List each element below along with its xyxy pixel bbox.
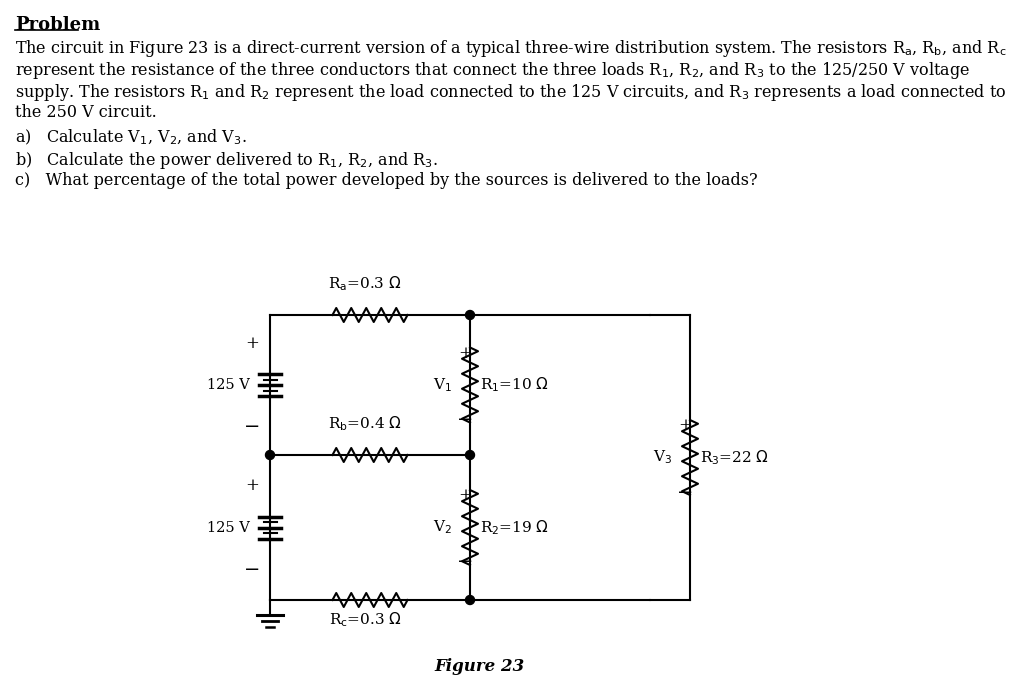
Text: +: +	[458, 344, 472, 362]
Text: R$_1$=10 $\Omega$: R$_1$=10 $\Omega$	[480, 375, 549, 394]
Text: V$_3$: V$_3$	[652, 448, 672, 466]
Text: +: +	[245, 335, 259, 351]
Circle shape	[466, 310, 474, 319]
Text: −: −	[244, 418, 260, 436]
Text: V$_2$: V$_2$	[433, 518, 452, 536]
Circle shape	[265, 450, 274, 459]
Circle shape	[466, 450, 474, 459]
Text: b)   Calculate the power delivered to R$_1$, R$_2$, and R$_3$.: b) Calculate the power delivered to R$_1…	[15, 150, 438, 171]
Text: R$_3$=22 $\Omega$: R$_3$=22 $\Omega$	[700, 448, 769, 467]
Text: R$_\mathrm{a}$=0.3 $\Omega$: R$_\mathrm{a}$=0.3 $\Omega$	[328, 274, 401, 293]
Text: a)   Calculate V$_1$, V$_2$, and V$_3$.: a) Calculate V$_1$, V$_2$, and V$_3$.	[15, 128, 247, 147]
Text: +: +	[678, 417, 692, 434]
Text: c)   What percentage of the total power developed by the sources is delivered to: c) What percentage of the total power de…	[15, 172, 758, 189]
Text: represent the resistance of the three conductors that connect the three loads R$: represent the resistance of the three co…	[15, 60, 970, 81]
Text: Figure 23: Figure 23	[435, 658, 525, 675]
Text: R$_2$=19 $\Omega$: R$_2$=19 $\Omega$	[480, 518, 549, 537]
Text: 125 V: 125 V	[207, 520, 250, 534]
Text: R$_\mathrm{b}$=0.4 $\Omega$: R$_\mathrm{b}$=0.4 $\Omega$	[328, 414, 402, 433]
Text: The circuit in Figure 23 is a direct-current version of a typical three-wire dis: The circuit in Figure 23 is a direct-cur…	[15, 38, 1007, 59]
Text: V$_1$: V$_1$	[433, 376, 452, 394]
Text: the 250 V circuit.: the 250 V circuit.	[15, 104, 157, 121]
Text: supply. The resistors R$_1$ and R$_2$ represent the load connected to the 125 V : supply. The resistors R$_1$ and R$_2$ re…	[15, 82, 1007, 103]
Text: +: +	[245, 477, 259, 494]
Text: Problem: Problem	[15, 16, 100, 34]
Circle shape	[466, 595, 474, 604]
Text: −: −	[457, 554, 473, 571]
Text: 125 V: 125 V	[207, 378, 250, 392]
Text: R$_\mathrm{c}$=0.3 $\Omega$: R$_\mathrm{c}$=0.3 $\Omega$	[329, 610, 401, 629]
Text: −: −	[244, 561, 260, 579]
Text: +: +	[458, 487, 472, 504]
Text: −: −	[457, 411, 473, 429]
Text: −: −	[677, 484, 693, 502]
